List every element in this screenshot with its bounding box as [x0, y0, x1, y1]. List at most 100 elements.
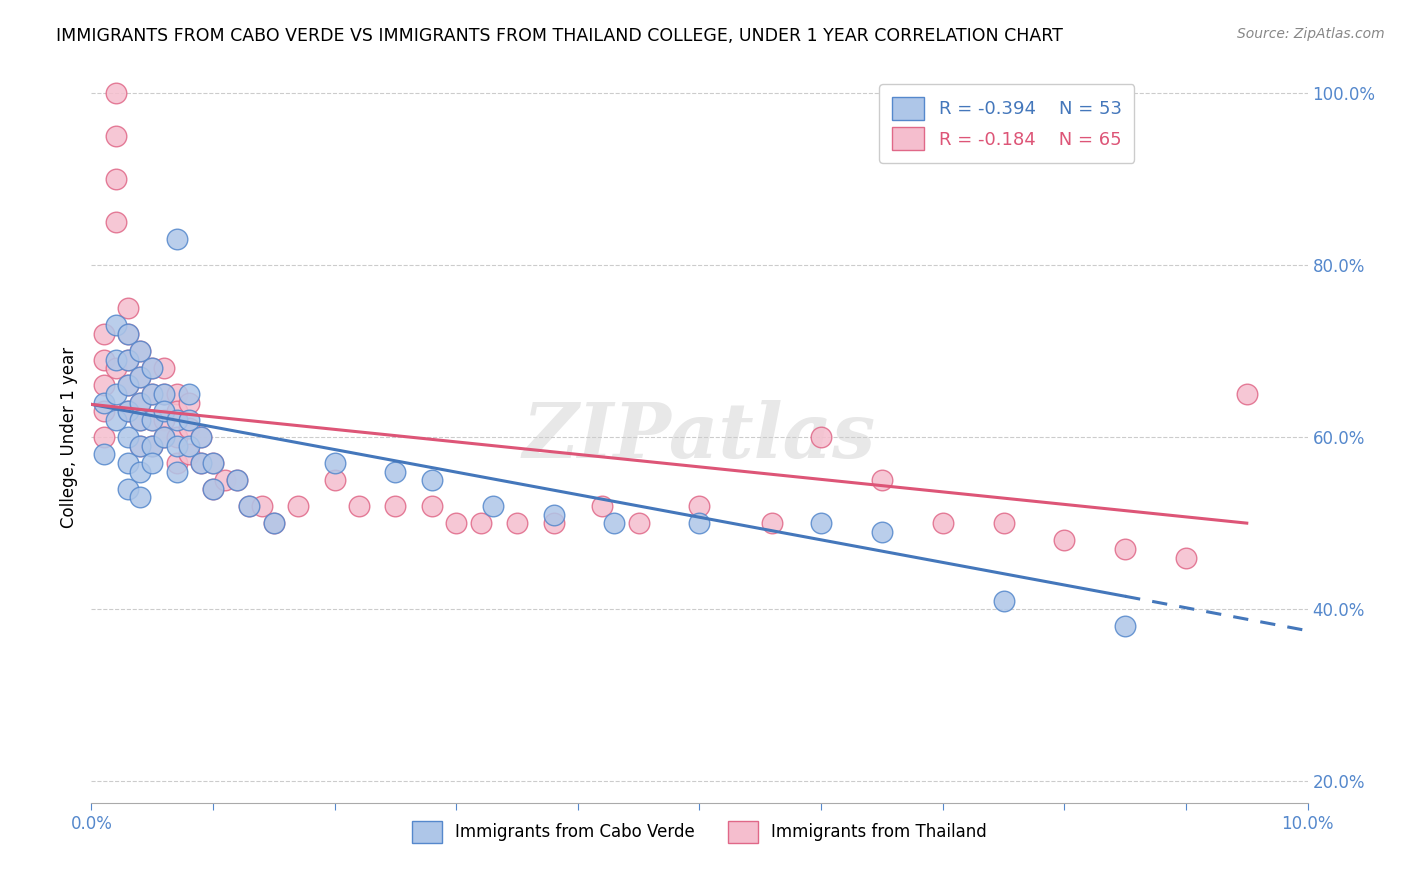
Point	[117, 378, 139, 392]
Point	[190, 456, 212, 470]
Point	[166, 413, 188, 427]
Point	[238, 499, 260, 513]
Point	[190, 456, 212, 470]
Point	[153, 430, 176, 444]
Point	[810, 430, 832, 444]
Point	[117, 378, 139, 392]
Point	[117, 352, 139, 367]
Point	[250, 499, 273, 513]
Point	[506, 516, 529, 530]
Point	[214, 473, 236, 487]
Point	[93, 404, 115, 418]
Point	[104, 413, 127, 427]
Point	[481, 499, 503, 513]
Point	[177, 387, 200, 401]
Point	[166, 404, 188, 418]
Point	[129, 369, 152, 384]
Point	[129, 344, 152, 359]
Point	[141, 413, 163, 427]
Point	[166, 430, 188, 444]
Text: Source: ZipAtlas.com: Source: ZipAtlas.com	[1237, 27, 1385, 41]
Point	[603, 516, 626, 530]
Point	[870, 473, 893, 487]
Point	[688, 516, 710, 530]
Point	[384, 499, 406, 513]
Point	[1114, 619, 1136, 633]
Point	[761, 516, 783, 530]
Point	[287, 499, 309, 513]
Point	[226, 473, 249, 487]
Point	[129, 413, 152, 427]
Point	[384, 465, 406, 479]
Point	[420, 499, 443, 513]
Point	[202, 482, 225, 496]
Point	[117, 301, 139, 315]
Point	[591, 499, 613, 513]
Point	[117, 404, 139, 418]
Point	[177, 447, 200, 461]
Point	[1236, 387, 1258, 401]
Point	[177, 439, 200, 453]
Point	[202, 456, 225, 470]
Point	[627, 516, 650, 530]
Point	[153, 404, 176, 418]
Point	[104, 352, 127, 367]
Point	[129, 395, 152, 409]
Point	[141, 387, 163, 401]
Point	[323, 456, 346, 470]
Point	[226, 473, 249, 487]
Point	[117, 352, 139, 367]
Point	[117, 326, 139, 341]
Point	[104, 128, 127, 143]
Point	[470, 516, 492, 530]
Point	[153, 430, 176, 444]
Point	[117, 404, 139, 418]
Point	[1114, 541, 1136, 556]
Point	[153, 387, 176, 401]
Point	[141, 439, 163, 453]
Point	[238, 499, 260, 513]
Point	[129, 395, 152, 409]
Point	[141, 361, 163, 376]
Point	[166, 387, 188, 401]
Point	[141, 361, 163, 376]
Point	[141, 439, 163, 453]
Point	[543, 516, 565, 530]
Point	[104, 86, 127, 100]
Point	[166, 232, 188, 246]
Point	[129, 439, 152, 453]
Point	[931, 516, 953, 530]
Legend: Immigrants from Cabo Verde, Immigrants from Thailand: Immigrants from Cabo Verde, Immigrants f…	[405, 814, 994, 849]
Y-axis label: College, Under 1 year: College, Under 1 year	[59, 346, 77, 528]
Point	[117, 430, 139, 444]
Point	[202, 456, 225, 470]
Point	[444, 516, 467, 530]
Point	[263, 516, 285, 530]
Point	[166, 456, 188, 470]
Point	[129, 344, 152, 359]
Point	[93, 352, 115, 367]
Point	[129, 413, 152, 427]
Point	[190, 430, 212, 444]
Point	[93, 430, 115, 444]
Point	[117, 456, 139, 470]
Point	[870, 524, 893, 539]
Point	[93, 378, 115, 392]
Point	[129, 439, 152, 453]
Point	[202, 482, 225, 496]
Point	[177, 395, 200, 409]
Point	[190, 430, 212, 444]
Point	[117, 482, 139, 496]
Point	[1053, 533, 1076, 548]
Point	[166, 465, 188, 479]
Point	[117, 326, 139, 341]
Text: IMMIGRANTS FROM CABO VERDE VS IMMIGRANTS FROM THAILAND COLLEGE, UNDER 1 YEAR COR: IMMIGRANTS FROM CABO VERDE VS IMMIGRANTS…	[56, 27, 1063, 45]
Point	[141, 413, 163, 427]
Point	[141, 456, 163, 470]
Point	[104, 215, 127, 229]
Point	[177, 421, 200, 435]
Point	[543, 508, 565, 522]
Point	[420, 473, 443, 487]
Point	[93, 395, 115, 409]
Point	[347, 499, 370, 513]
